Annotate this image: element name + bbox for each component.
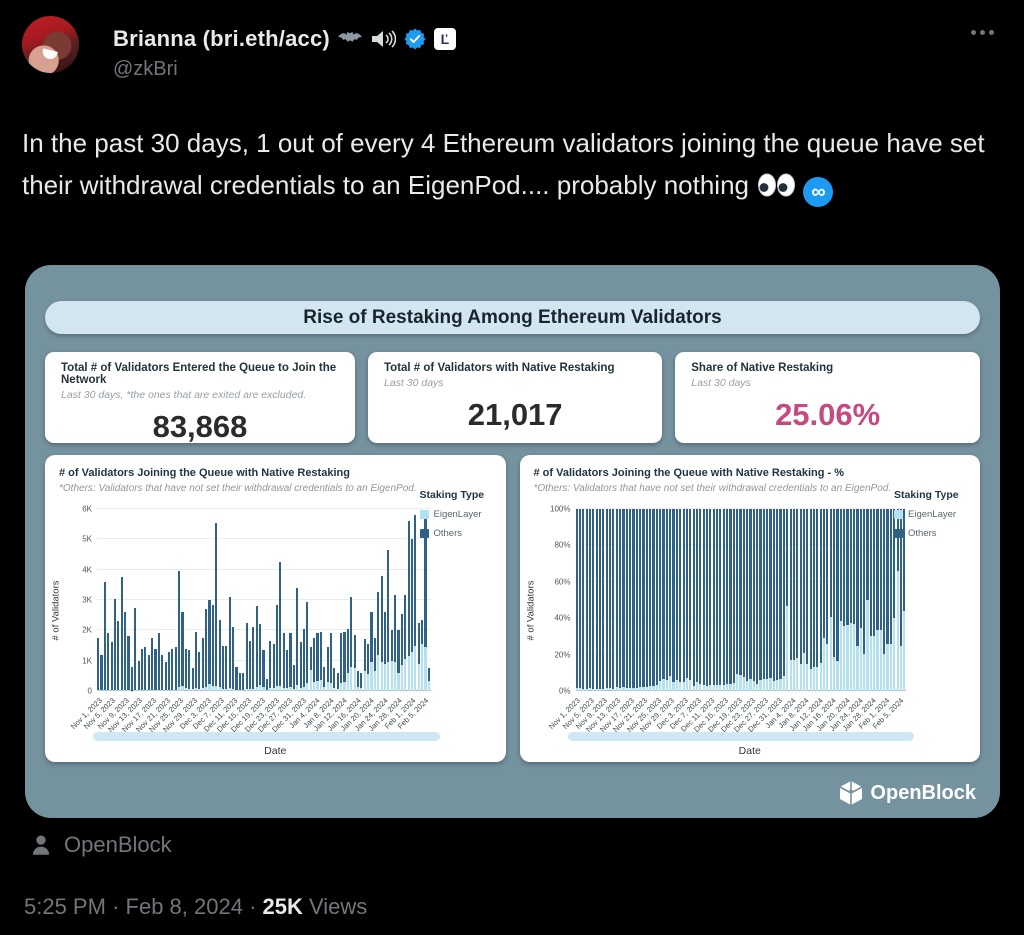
legend-title: Staking Type <box>894 489 959 501</box>
avatar-smile <box>41 48 58 61</box>
bar-plot-counts: 0 1K 2K 3K 4K 5K 6K Nov 1, 2023 Nov 5, 2023 Nov … <box>68 505 431 734</box>
meta-separator: · <box>249 894 257 919</box>
stat-card-share: Share of Native Restaking Last 30 days 2… <box>675 352 981 443</box>
stat-value: 83,868 <box>152 409 248 444</box>
legend-item-eigenlayer: EigenLayer <box>894 509 972 520</box>
chart-subtitle: *Others: Validators that have not set th… <box>59 483 417 494</box>
verified-badge-icon <box>404 28 426 50</box>
legend-swatch-eigenlayer <box>894 510 903 519</box>
stat-subtitle: Last 30 days <box>384 377 444 389</box>
media-source-label[interactable]: OpenBlock <box>64 832 172 857</box>
y-axis-label: # of Validators <box>525 580 536 641</box>
stat-subtitle: Last 30 days, *the ones that are exited … <box>61 389 307 401</box>
views-label: Views <box>309 894 368 919</box>
tweet-text: In the past 30 days, 1 out of every 4 Et… <box>22 122 1007 207</box>
user-handle[interactable]: @zkBri <box>113 58 178 80</box>
legend-item-others: Others <box>419 528 498 539</box>
infinity-emoji-icon: ∞ <box>803 177 834 207</box>
media-source-row[interactable]: OpenBlock <box>28 832 172 858</box>
x-axis-tick-labels: Nov 1, 2023 Nov 5, 2023 Nov 9, 2023 Nov 13,… <box>68 696 431 734</box>
eyes-emoji-icon <box>758 173 796 197</box>
legend-item-eigenlayer: EigenLayer <box>419 509 498 520</box>
tweet-media-dashboard[interactable]: Rise of Restaking Among Ethereum Validat… <box>25 265 1000 818</box>
charts-row: # of Validators Joining the Queue with N… <box>45 455 980 762</box>
tweet-time[interactable]: 5:25 PM <box>24 894 106 919</box>
legend-item-others: Others <box>894 528 972 539</box>
stat-value-share: 25.06% <box>775 397 881 432</box>
chart-range-scrollbar <box>93 732 440 741</box>
x-axis-title: Date <box>264 745 287 757</box>
y-axis-label: # of Validators <box>50 580 62 641</box>
openblock-cube-icon <box>840 781 863 805</box>
legend: Staking Type EigenLayer Others <box>419 489 498 539</box>
person-icon <box>32 835 50 855</box>
affiliate-badge-icon[interactable]: Ľ <box>433 28 456 50</box>
stat-title: Share of Native Restaking <box>691 362 834 374</box>
dashboard-title: Rise of Restaking Among Ethereum Validat… <box>45 301 980 334</box>
tweet-meta-row: 5:25 PM · Feb 8, 2024 · 25K Views <box>24 894 367 920</box>
chart-range-scrollbar <box>567 732 914 741</box>
legend: Staking Type EigenLayer Others <box>894 489 972 539</box>
stat-value: 21,017 <box>467 397 563 432</box>
chart-card-counts: # of Validators Joining the Queue with N… <box>45 455 506 762</box>
x-axis-title: Date <box>738 745 761 757</box>
more-options-button[interactable] <box>971 30 994 35</box>
openblock-brand: OpenBlock <box>839 780 976 806</box>
views-count: 25K <box>262 894 303 919</box>
legend-swatch-others <box>419 529 429 538</box>
legend-swatch-eigenlayer <box>419 510 429 519</box>
stats-row: Total # of Validators Entered the Queue … <box>45 352 981 444</box>
display-name[interactable]: Brianna (bri.eth/acc) <box>113 26 330 51</box>
bat-icon <box>337 32 362 42</box>
chart-subtitle: *Others: Validators that have not set th… <box>533 483 892 494</box>
legend-title: Staking Type <box>419 489 485 501</box>
stat-card-native-restaking: Total # of Validators with Native Restak… <box>368 352 663 443</box>
plot-bars <box>97 509 431 691</box>
tweet-date[interactable]: Feb 8, 2024 <box>125 894 243 919</box>
stat-subtitle: Last 30 days <box>691 377 751 389</box>
chart-title: # of Validators Joining the Queue with N… <box>59 467 350 479</box>
chart-card-percent: # of Validators Joining the Queue with N… <box>519 455 980 762</box>
tweet-text-content: In the past 30 days, 1 out of every 4 Et… <box>22 128 985 200</box>
x-axis-tick-labels: Nov 1, 2023 Nov 5, 2023 Nov 9, 2023 Nov 13,… <box>546 696 906 734</box>
stat-title: Total # of Validators with Native Restak… <box>384 362 615 374</box>
plot-bars <box>575 509 906 691</box>
stat-title: Total # of Validators Entered the Queue … <box>61 362 337 386</box>
chart-title: # of Validators Joining the Queue with N… <box>533 467 845 479</box>
bar-plot-percent: 0% 20% 40% 60% 80% 100% Nov 1, 2023 Nov 5, 202… <box>547 505 906 734</box>
stat-card-queue-total: Total # of Validators Entered the Queue … <box>45 352 355 444</box>
speaker-icon <box>371 30 396 48</box>
legend-swatch-others <box>894 529 903 538</box>
openblock-brand-label: OpenBlock <box>870 781 976 804</box>
meta-separator: · <box>112 894 120 919</box>
avatar[interactable] <box>22 16 79 73</box>
